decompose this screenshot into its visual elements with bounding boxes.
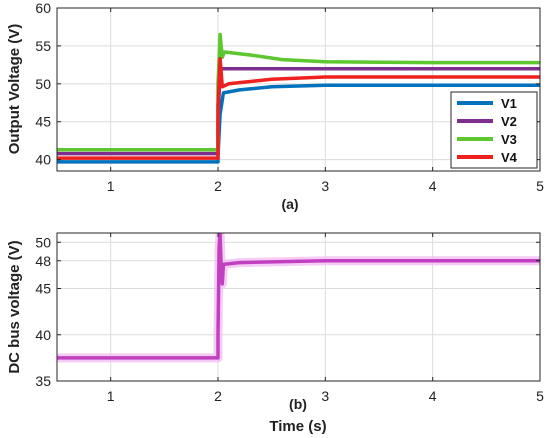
legend-label-v2: V2 (501, 114, 517, 129)
x-tick-label: 2 (214, 178, 222, 194)
y-axis-label: Output Voltage (V) (6, 24, 23, 155)
y-tick-label: 55 (35, 38, 51, 54)
y-tick-label: 60 (35, 0, 51, 16)
legend: V1 V2 V3 V4 (450, 91, 538, 169)
legend-label-v1: V1 (501, 96, 517, 111)
y-tick-label: 50 (35, 234, 51, 250)
legend-label-v3: V3 (501, 132, 517, 147)
x-axis-label: Time (s) (269, 418, 326, 435)
series-line-dc-bus (57, 233, 540, 360)
x-tick-label: 3 (321, 388, 329, 404)
x-tick-label: 5 (536, 178, 544, 194)
series-line-v4 (57, 57, 540, 160)
y-axis-label: DC bus voltage (V) (6, 240, 23, 373)
x-tick-label: 3 (321, 178, 329, 194)
axes-frame (56, 232, 541, 382)
x-tick-label: 1 (107, 178, 115, 194)
x-tick-label: 4 (429, 388, 437, 404)
y-tick-label: 50 (35, 76, 51, 92)
y-tick-label: 40 (35, 152, 51, 168)
x-tick-label: 2 (214, 388, 222, 404)
axes-frame (56, 7, 541, 172)
y-tick-label: 45 (35, 281, 51, 297)
x-tick-label: 1 (107, 388, 115, 404)
panel-label: (b) (289, 396, 307, 412)
y-tick-label: 35 (35, 373, 51, 389)
panel-label: (a) (281, 196, 298, 212)
y-tick-label: 40 (35, 327, 51, 343)
x-tick-label: 4 (429, 178, 437, 194)
legend-label-v4: V4 (501, 150, 518, 165)
x-tick-label: 5 (536, 388, 544, 404)
y-tick-label: 45 (35, 114, 51, 130)
y-tick-label: 48 (35, 253, 51, 269)
